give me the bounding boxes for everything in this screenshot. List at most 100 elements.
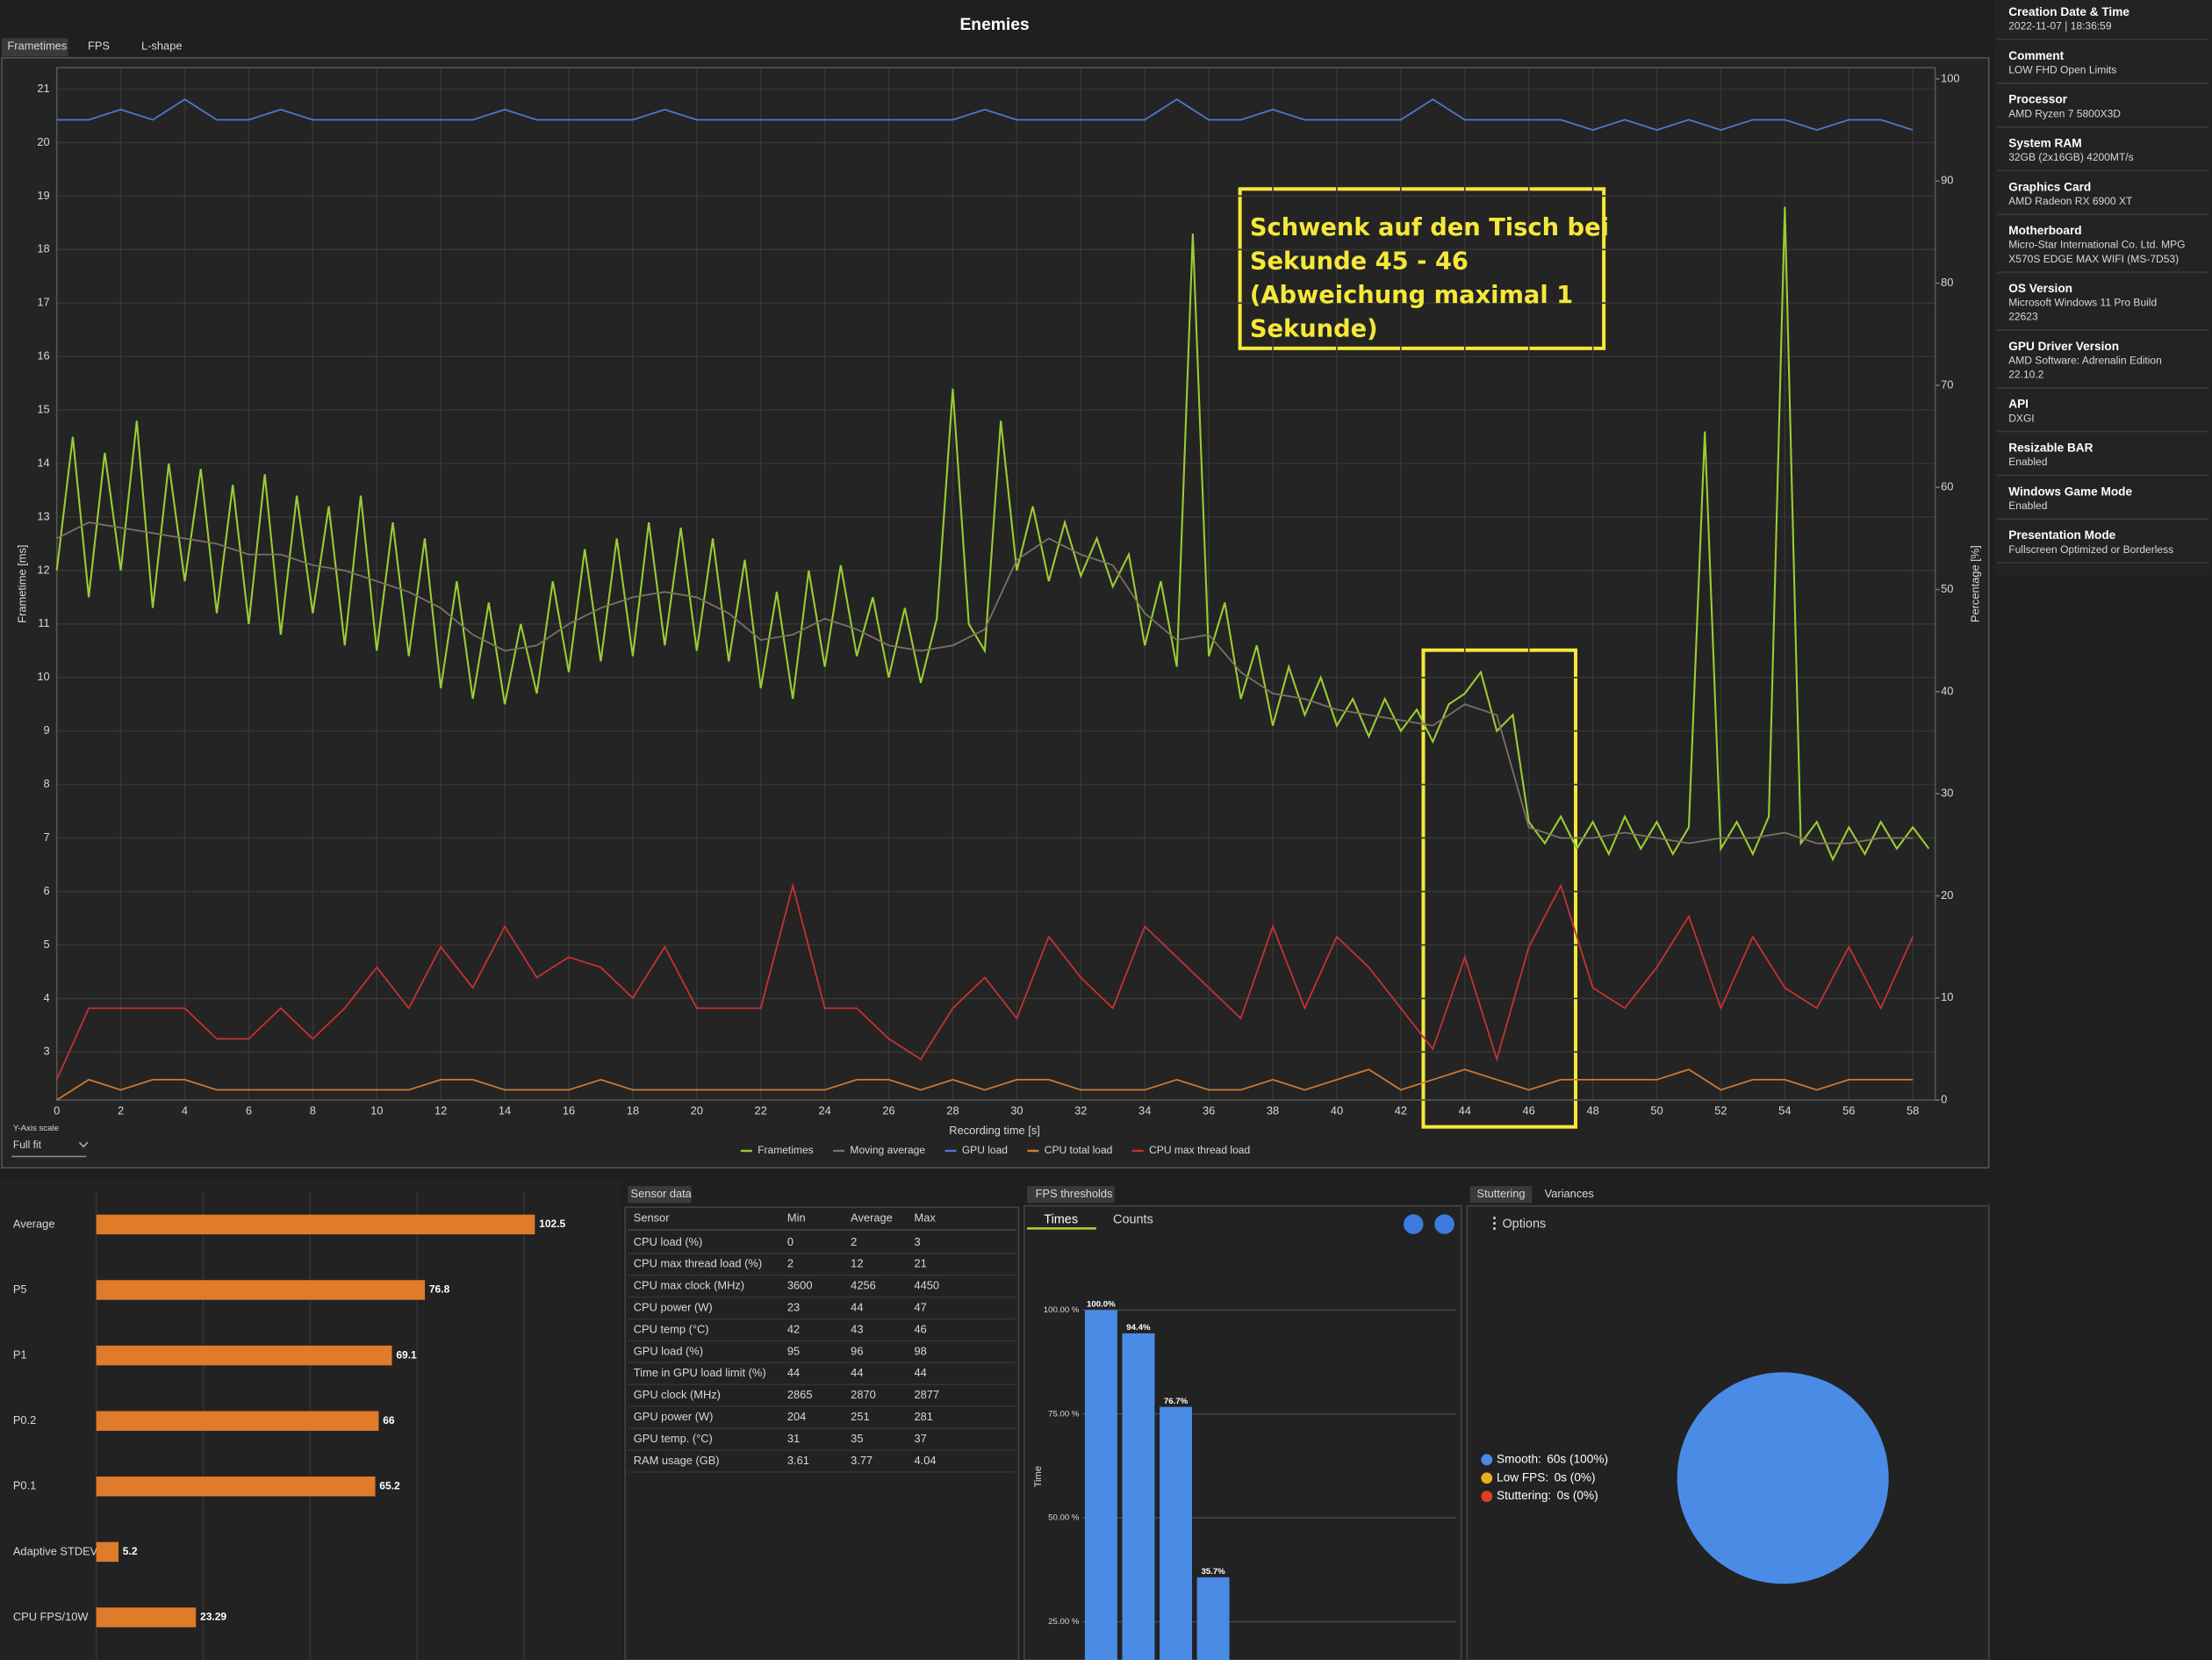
- bar: [96, 1214, 535, 1235]
- y-tick-label: 14: [37, 456, 49, 469]
- table-cell: GPU power (W): [634, 1410, 714, 1423]
- x-tick-label: 4: [182, 1103, 188, 1117]
- info-label: Presentation Mode: [2008, 528, 2115, 542]
- y2-axis-label: Percentage [%]: [1969, 545, 1982, 622]
- category-label: Average: [13, 1217, 55, 1230]
- table-cell: 44: [851, 1366, 863, 1379]
- sensor-panel: [624, 1206, 1020, 1660]
- scale-label: Y-Axis scale: [13, 1124, 59, 1133]
- bar: [1196, 1577, 1230, 1660]
- table-cell: 31: [787, 1432, 800, 1445]
- scale-select[interactable]: Full fit: [13, 1139, 42, 1151]
- info-label: API: [2008, 398, 2029, 411]
- table-cell: 2870: [851, 1388, 876, 1401]
- tab[interactable]: Counts: [1113, 1213, 1153, 1227]
- info-label: OS Version: [2008, 282, 2072, 295]
- table-cell: 46: [914, 1322, 926, 1335]
- pie-slice: [1677, 1372, 1889, 1585]
- x-tick-label: 40: [1331, 1103, 1343, 1117]
- x-tick-label: 46: [1523, 1103, 1535, 1117]
- x-tick-label: 32: [1074, 1103, 1087, 1117]
- legend-label: GPU load: [962, 1144, 1008, 1156]
- info-label: Comment: [2008, 49, 2064, 62]
- tab[interactable]: Times: [1044, 1213, 1078, 1227]
- sidebar: [1994, 0, 2212, 576]
- x-tick-label: 36: [1203, 1103, 1215, 1117]
- active-tab: [2, 38, 68, 57]
- x-tick-label: 34: [1138, 1103, 1151, 1117]
- value-label: 66: [383, 1414, 395, 1426]
- legend-value: 0s (0%): [1557, 1489, 1598, 1502]
- y-tick-label: 16: [37, 349, 49, 363]
- bar: [1160, 1406, 1193, 1660]
- tab[interactable]: Frametimes: [7, 39, 67, 52]
- bar: [1122, 1333, 1155, 1660]
- value-label: 94.4%: [1126, 1323, 1151, 1333]
- info-value: Enabled: [2008, 456, 2047, 468]
- y-tick-label: 100.00 %: [1044, 1305, 1080, 1315]
- info-value: AMD Software: Adrenalin Edition: [2008, 354, 2162, 366]
- table-cell: 35: [851, 1432, 863, 1445]
- table-cell: 251: [851, 1410, 869, 1423]
- bar: [1084, 1310, 1117, 1660]
- bar: [96, 1411, 379, 1431]
- info-value: 2022-11-07 | 18:36:59: [2008, 20, 2112, 32]
- table-cell: 12: [851, 1257, 863, 1270]
- y-tick-label: 10: [37, 670, 49, 683]
- table-cell: CPU power (W): [634, 1301, 713, 1314]
- legend-label: Moving average: [850, 1144, 925, 1156]
- options-button[interactable]: Options: [1502, 1217, 1546, 1231]
- y-tick-label: 7: [43, 830, 49, 844]
- series-line: [56, 521, 1914, 844]
- tab[interactable]: Stuttering: [1477, 1187, 1526, 1200]
- tab[interactable]: Variances: [1545, 1187, 1594, 1200]
- table-cell: CPU max thread load (%): [634, 1257, 762, 1270]
- info-value: DXGI: [2008, 412, 2034, 424]
- y-tick-label: 50.00 %: [1048, 1513, 1080, 1523]
- table-cell: Time in GPU load limit (%): [634, 1366, 766, 1379]
- category-label: Adaptive STDEV: [13, 1544, 98, 1557]
- y2-tick-label: 40: [1941, 684, 1953, 697]
- x-tick-label: 24: [818, 1103, 830, 1117]
- y-tick-label: 4: [43, 991, 49, 1004]
- y2-tick-label: 20: [1941, 888, 1953, 902]
- y-tick-label: 19: [37, 189, 49, 202]
- tab[interactable]: L-shape: [141, 39, 182, 52]
- table-cell: 2865: [787, 1388, 813, 1401]
- x-tick-label: 54: [1778, 1103, 1791, 1117]
- y-tick-label: 17: [37, 296, 49, 309]
- x-tick-label: 44: [1459, 1103, 1471, 1117]
- y-tick-label: 75.00 %: [1048, 1409, 1080, 1419]
- table-cell: 4256: [851, 1279, 876, 1292]
- legend-label: Smooth:: [1497, 1452, 1541, 1465]
- legend-value: 60s (100%): [1547, 1452, 1608, 1465]
- info-value: 22.10.2: [2008, 369, 2043, 381]
- x-tick-label: 50: [1650, 1103, 1663, 1117]
- share-button[interactable]: [1434, 1214, 1454, 1234]
- table-cell: GPU temp. (°C): [634, 1432, 713, 1445]
- table-cell: 37: [914, 1432, 926, 1445]
- x-axis-label: Recording time [s]: [949, 1124, 1040, 1137]
- percent-button[interactable]: [1403, 1214, 1424, 1234]
- tab[interactable]: FPS: [88, 39, 110, 52]
- table-header: Sensor: [634, 1211, 670, 1225]
- x-tick-label: 48: [1586, 1103, 1598, 1117]
- info-value: AMD Radeon RX 6900 XT: [2008, 195, 2133, 207]
- legend-dot: [1481, 1472, 1493, 1484]
- y2-tick-label: 0: [1941, 1093, 1947, 1106]
- y-tick-label: 12: [37, 563, 49, 576]
- x-tick-label: 6: [246, 1103, 252, 1117]
- category-label: CPU FPS/10W: [13, 1610, 90, 1623]
- table-cell: 3600: [787, 1279, 813, 1292]
- plot-frame: [55, 67, 1936, 1101]
- main-panel: [1, 57, 1990, 1169]
- annotation-text: Schwenk auf den Tisch bei: [1250, 214, 1609, 241]
- table-cell: 2877: [914, 1388, 939, 1401]
- menu-icon[interactable]: ⋮: [1487, 1214, 1503, 1232]
- y-tick-label: 8: [43, 777, 49, 790]
- value-label: 76.7%: [1164, 1397, 1189, 1406]
- info-value: X570S EDGE MAX WIFI (MS-7D53): [2008, 253, 2179, 265]
- table-cell: 43: [851, 1322, 863, 1335]
- value-label: 76.8: [429, 1283, 450, 1296]
- y2-tick-label: 60: [1941, 480, 1953, 493]
